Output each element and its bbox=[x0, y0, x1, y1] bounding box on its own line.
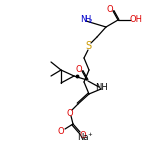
Text: O: O bbox=[107, 5, 113, 14]
Text: Na: Na bbox=[77, 133, 89, 143]
Text: O: O bbox=[58, 126, 64, 135]
Text: NH: NH bbox=[95, 83, 107, 92]
Text: O: O bbox=[80, 131, 86, 140]
Text: S: S bbox=[85, 41, 91, 51]
Text: OH: OH bbox=[130, 16, 143, 24]
Text: +: + bbox=[88, 133, 92, 138]
Text: 2: 2 bbox=[89, 19, 92, 24]
Text: H: H bbox=[84, 16, 90, 24]
Text: O: O bbox=[76, 64, 82, 74]
Text: O: O bbox=[67, 109, 73, 117]
Text: N: N bbox=[80, 16, 87, 24]
